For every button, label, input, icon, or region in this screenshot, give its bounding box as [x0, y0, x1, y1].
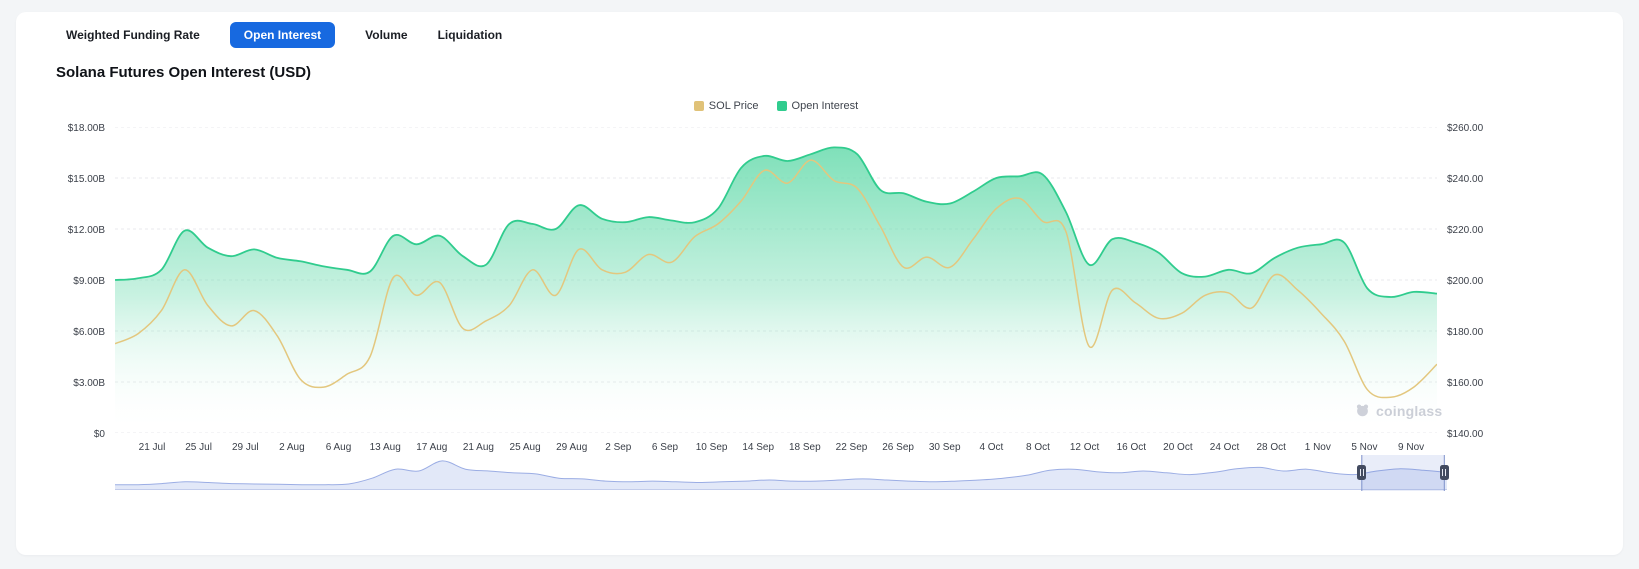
- y-axis-right-label: $220.00: [1447, 225, 1484, 236]
- x-axis-label: 12 Oct: [1069, 442, 1100, 453]
- sol-price-swatch-icon: [693, 101, 704, 111]
- chart-tabs: Weighted Funding Rate Open Interest Volu…: [66, 22, 502, 48]
- x-axis-label: 25 Aug: [509, 442, 541, 453]
- y-axis-right-label: $180.00: [1447, 327, 1484, 338]
- main-chart-svg[interactable]: [115, 127, 1437, 433]
- open-interest-swatch-icon: [776, 101, 787, 111]
- x-axis-label: 24 Oct: [1209, 442, 1240, 453]
- legend-label-sol-price: SOL Price: [708, 100, 759, 112]
- x-axis-label: 16 Oct: [1116, 442, 1147, 453]
- tab-liquidation[interactable]: Liquidation: [437, 28, 503, 42]
- navigator[interactable]: [115, 455, 1449, 491]
- y-axis-right-label: $160.00: [1447, 378, 1484, 389]
- y-axis-right-label: $200.00: [1447, 276, 1484, 287]
- y-axis-right-label: $260.00: [1447, 123, 1484, 134]
- x-axis-label: 18 Sep: [788, 442, 821, 453]
- x-axis-label: 5 Nov: [1351, 442, 1378, 453]
- x-axis-label: 6 Sep: [651, 442, 679, 453]
- y-axis-right-label: $240.00: [1447, 174, 1484, 185]
- tab-weighted-funding-rate[interactable]: Weighted Funding Rate: [66, 28, 200, 42]
- x-axis-label: 9 Nov: [1398, 442, 1425, 453]
- page-title: Solana Futures Open Interest (USD): [56, 64, 312, 81]
- y-axis-left-label: $18.00B: [67, 123, 105, 134]
- x-axis-label: 22 Sep: [835, 442, 868, 453]
- legend-item-sol-price[interactable]: SOL Price: [693, 100, 759, 112]
- x-axis-label: 29 Jul: [231, 442, 259, 453]
- y-axis-right-label: $140.00: [1447, 429, 1484, 440]
- x-axis-label: 14 Sep: [742, 442, 775, 453]
- x-axis-label: 17 Aug: [416, 442, 448, 453]
- chart-legend: SOL Price Open Interest: [115, 100, 1437, 112]
- y-axis-left-label: $12.00B: [67, 225, 105, 236]
- x-axis-label: 8 Oct: [1026, 442, 1050, 453]
- x-axis-label: 2 Sep: [605, 442, 632, 453]
- tab-open-interest[interactable]: Open Interest: [229, 22, 336, 48]
- y-axis-right: $260.00 $240.00 $220.00 $200.00 $180.00 $160.…: [1447, 123, 1517, 440]
- watermark: coinglass: [1354, 402, 1442, 419]
- chart-card: Weighted Funding Rate Open Interest Volu…: [16, 12, 1623, 555]
- navigator-svg[interactable]: [115, 455, 1447, 491]
- legend-label-open-interest: Open Interest: [791, 100, 859, 112]
- x-axis-label: 13 Aug: [369, 442, 401, 453]
- y-axis-left-label: $9.00B: [73, 276, 105, 287]
- x-axis-label: 20 Oct: [1163, 442, 1193, 453]
- x-axis-label: 10 Sep: [695, 442, 728, 453]
- x-axis-label: 21 Aug: [462, 442, 494, 453]
- tab-volume[interactable]: Volume: [365, 28, 408, 42]
- x-axis-label: 26 Sep: [882, 442, 914, 453]
- y-axis-left-label: $3.00B: [73, 378, 105, 389]
- watermark-text: coinglass: [1376, 402, 1443, 419]
- y-axis-left-label: $0: [93, 429, 105, 440]
- x-axis-label: 29 Aug: [556, 442, 588, 453]
- x-axis-label: 21 Jul: [138, 442, 166, 453]
- x-axis-label: 28 Oct: [1256, 442, 1286, 453]
- x-axis-label: 1 Nov: [1304, 442, 1331, 453]
- legend-item-open-interest[interactable]: Open Interest: [776, 100, 859, 112]
- coinglass-logo-icon: [1356, 404, 1369, 417]
- y-axis-left-label: $15.00B: [67, 174, 105, 185]
- x-axis-label: 30 Sep: [928, 442, 961, 453]
- navigator-handle-right[interactable]: [1439, 465, 1449, 480]
- x-axis-label: 4 Oct: [979, 442, 1004, 453]
- x-axis-label: 2 Aug: [279, 442, 305, 453]
- x-axis: 21 Jul 25 Jul 29 Jul 2 Aug 6 Aug 13 Aug 17 Aug…: [115, 442, 1437, 456]
- y-axis-left: $18.00B $15.00B $12.00B $9.00B $6.00B $3.00B $…: [16, 123, 105, 440]
- x-axis-label: 25 Jul: [185, 442, 212, 453]
- x-axis-label: 6 Aug: [325, 442, 352, 453]
- y-axis-left-label: $6.00B: [73, 327, 105, 338]
- navigator-handle-left[interactable]: [1357, 465, 1367, 480]
